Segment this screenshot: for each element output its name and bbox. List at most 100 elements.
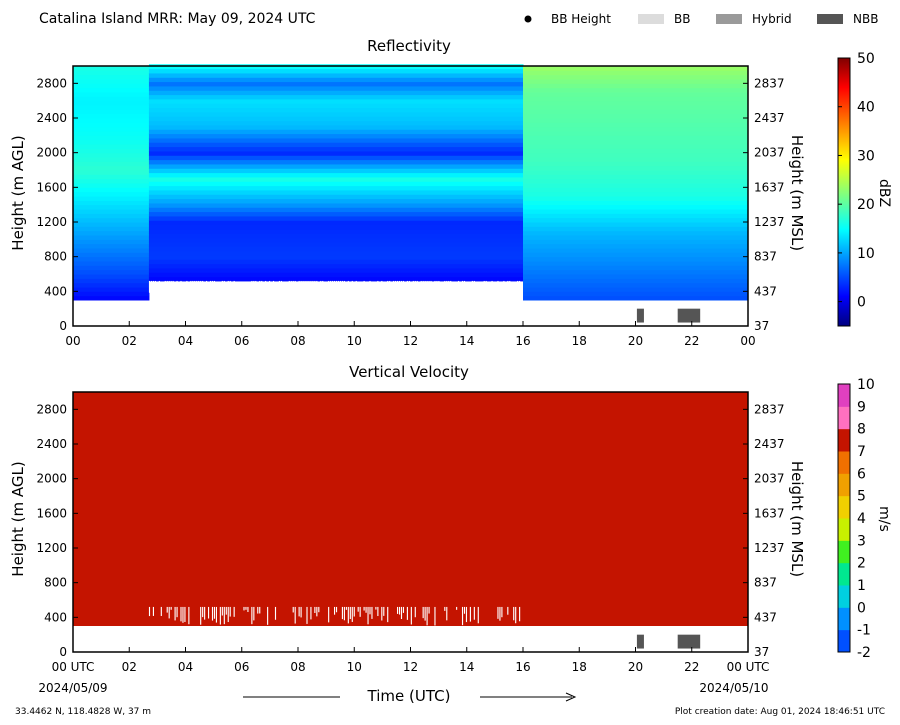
echo-gap [298,280,300,292]
velocity-colorbar-step [838,585,850,608]
reflectivity-cell [148,72,524,78]
echo-gap [463,280,466,286]
echo-gap [430,280,432,293]
reflectivity-cell [148,237,524,243]
echo-gap [223,280,225,291]
reflectivity-cell [73,170,150,175]
echo-gap [377,280,379,296]
reflectivity-cell [73,261,150,266]
echo-gap [160,606,162,617]
reflectivity-cell [523,174,749,180]
echo-gap [180,280,182,291]
echo-gap [259,280,261,300]
velocity-colorbar-tick-label: 2 [857,556,866,572]
reflectivity-cell [73,96,150,102]
y-tick-label-left: 400 [44,284,67,298]
reflectivity-cell [73,278,150,284]
reflectivity-cell [148,267,524,273]
echo-gap [304,280,306,288]
reflectivity-cell [73,187,150,193]
echo-gap [483,280,485,294]
echo-gap [204,606,206,620]
x-tick-label: 02 [122,660,137,674]
echo-gap [473,280,475,287]
echo-gap [513,606,515,621]
x-tick-label: 00 [740,334,755,348]
echo-gap [200,280,202,299]
y-tick-label-right: 2037 [754,146,785,160]
echo-gap [168,280,170,293]
echo-gap [444,280,446,293]
velocity-colorbar-step [838,629,850,653]
echo-gap [406,280,408,296]
echo-gap [221,280,223,291]
echo-gap [306,280,308,297]
reflectivity-cell [523,109,749,115]
reflectivity-cell [148,215,524,221]
reflectivity-cell [148,68,524,74]
echo-gap [168,606,170,619]
reflectivity-cell [523,282,749,288]
echo-gap [300,606,302,618]
reflectivity-cell [523,83,749,89]
nbb-mark [677,634,701,649]
echo-gap [507,606,509,615]
echo-gap [300,280,302,289]
reflectivity-cell [523,70,749,76]
legend-label: NBB [853,12,878,26]
y-tick-label-left: 800 [44,576,67,590]
reflectivity-cell [73,230,150,236]
reflectivity-cell [73,79,150,84]
figure-title: Catalina Island MRR: May 09, 2024 UTC [39,11,316,27]
echo-gap [335,280,338,294]
velocity-cell [241,392,411,626]
velocity-colorbar-step [838,406,850,430]
velocity-colorbar-steps [838,384,850,653]
echo-gap [369,606,371,615]
echo-gap [322,280,324,299]
echo-gap [261,280,263,290]
echo-gap [517,280,519,298]
echo-gap [320,280,322,296]
velocity-ylabel-left: Height (m AGL) [9,461,27,576]
reflectivity-cell [523,96,749,102]
reflectivity-cell [73,70,150,76]
y-tick-label-left: 2400 [36,111,67,125]
echo-gap [148,280,151,293]
echo-gap [389,280,391,300]
reflectivity-cell [73,217,150,223]
legend-label: BB [674,12,690,26]
echo-gap [469,606,471,622]
echo-gap [292,606,294,613]
echo-gap [515,606,517,624]
reflectivity-cell [523,265,749,271]
reflectivity-cell [73,183,150,188]
echo-gap [298,606,300,617]
reflectivity-panel: Reflectivity 040080012001600200024002800… [9,37,806,348]
velocity-colorbar-tick-label: 10 [857,377,875,393]
velocity-colorbar-tick-label: 0 [857,600,866,616]
echo-gap [463,606,466,614]
x-tick-label: 06 [234,334,249,348]
echo-gap [206,280,208,297]
reflectivity-cell [523,92,749,97]
reflectivity-cell [523,252,749,258]
echo-gap [410,606,412,625]
echo-gap [166,280,168,295]
echo-gap [265,280,267,286]
reflectivity-cell [523,105,749,110]
velocity-panel: Vertical Velocity 0 400 800 1200 1600 2000 240… [9,363,806,674]
reflectivity-cell [523,256,749,262]
echo-gap [438,280,440,286]
x-tick-label: 08 [290,334,305,348]
reflectivity-cell [148,207,524,213]
echo-gap [397,606,399,614]
reflectivity-cell [73,291,150,297]
reflectivity-title: Reflectivity [367,37,451,55]
y-tick-label-right: 2837 [754,402,785,416]
y-tick-label-left: 0 [59,645,67,659]
echo-gap [176,606,178,618]
reflectivity-cell [523,191,749,197]
reflectivity-cell [523,161,749,167]
reflectivity-cell [73,256,150,262]
